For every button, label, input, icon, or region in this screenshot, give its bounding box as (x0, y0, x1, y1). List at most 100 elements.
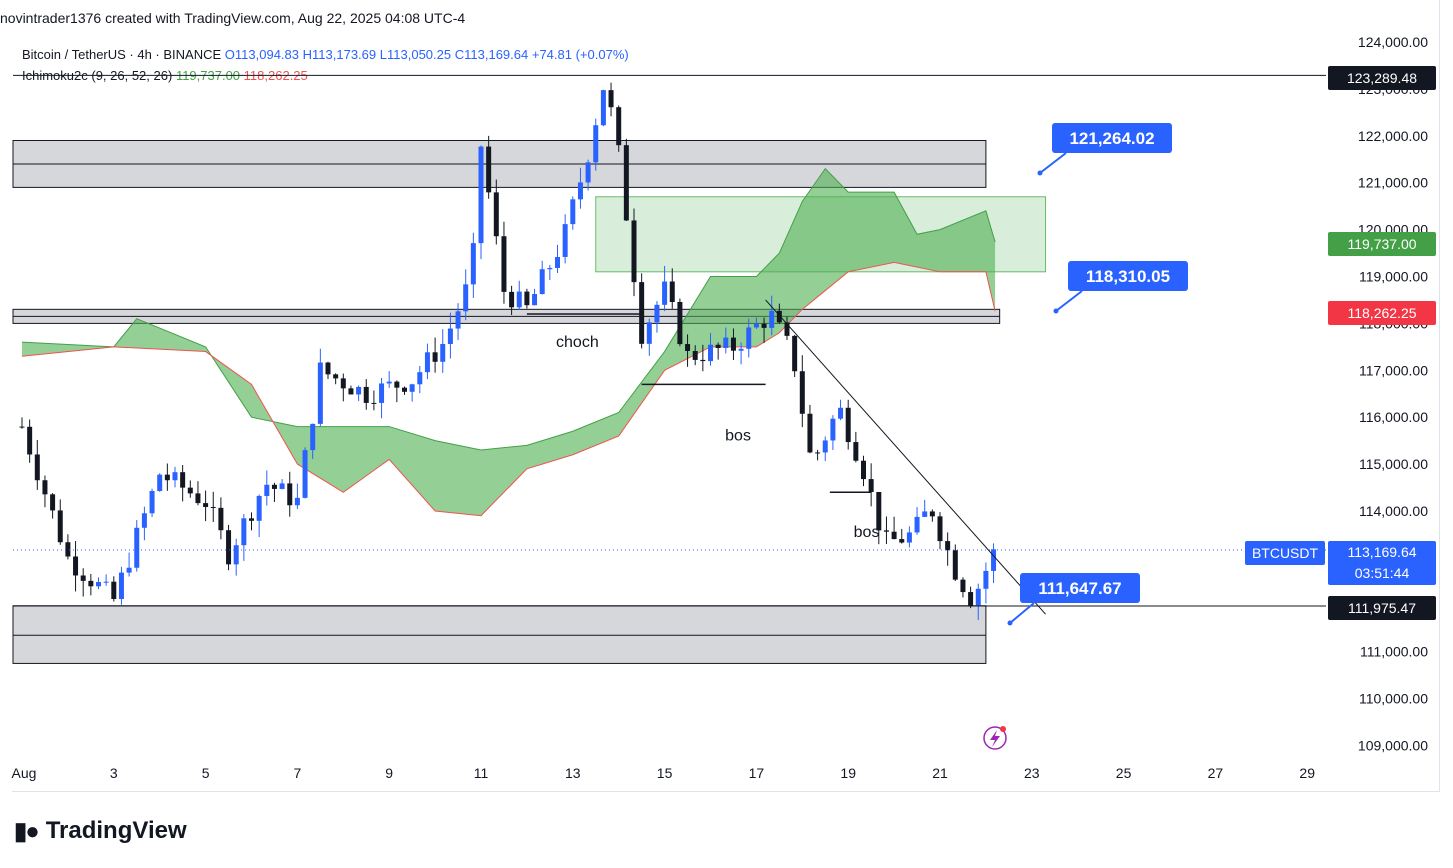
candle-body (784, 322, 790, 336)
y-tick-label: 121,000.00 (1358, 175, 1428, 191)
candle-body (945, 541, 951, 551)
candle-body (493, 192, 499, 237)
candle-body (623, 145, 629, 221)
y-tick-label: 122,000.00 (1358, 128, 1428, 144)
brand-logo[interactable]: ▮● TradingView (14, 815, 187, 847)
candle-body (455, 311, 461, 329)
y-tick-label: 124,000.00 (1358, 34, 1428, 50)
candle-body (570, 199, 576, 225)
candle-body (417, 372, 423, 385)
candle-body (27, 426, 33, 455)
x-tick-label: 13 (565, 765, 581, 781)
candle-body (677, 301, 683, 345)
brand-name: TradingView (45, 817, 187, 844)
x-tick-label: 29 (1299, 765, 1315, 781)
x-tick-label: 11 (474, 765, 489, 781)
candle-body (470, 243, 476, 285)
candle-body (761, 323, 767, 328)
candle-body (210, 507, 216, 509)
candle-body (218, 507, 224, 531)
candle-body (42, 480, 48, 495)
last-price-label: 113,169.64 03:51:44 (1328, 541, 1436, 585)
candle-body (723, 337, 729, 348)
candle-body (118, 572, 124, 600)
candle-body (685, 344, 691, 351)
candle-body (394, 381, 400, 388)
tradingview-logo-icon: ▮● (14, 817, 40, 845)
x-tick-label: 21 (932, 765, 948, 781)
chart-area[interactable] (12, 0, 1440, 792)
candle-body (899, 539, 905, 543)
candle-body (73, 556, 79, 576)
candle-body (348, 388, 354, 395)
candle-body (149, 491, 155, 514)
candle-body (65, 542, 71, 557)
candle-body (180, 472, 186, 488)
candle-body (103, 581, 109, 583)
candle-body (509, 291, 515, 308)
open-value: O113,094.83 (224, 47, 300, 62)
y-tick-label: 110,000.00 (1359, 691, 1428, 707)
callout-text: 118,310.05 (1086, 267, 1170, 286)
y-tick-label: 119,000.00 (1359, 269, 1428, 285)
candle-body (409, 384, 415, 392)
candle-body (585, 162, 591, 183)
callouts-layer: 121,264.02 118,310.05 111,647.67 (983, 123, 1188, 750)
x-tick-label: 7 (294, 765, 302, 781)
x-tick-label: 15 (657, 765, 673, 781)
callout-box (1068, 261, 1188, 291)
lightning-icon (983, 726, 1007, 750)
x-tick-label: 5 (202, 765, 210, 781)
candle-body (294, 497, 300, 506)
candle-body (80, 575, 86, 581)
candle-body (730, 337, 736, 351)
candle-body (769, 310, 775, 328)
close-value: C113,169.64 (454, 47, 529, 62)
candle-body (593, 125, 599, 163)
candle-body (157, 474, 163, 492)
candle-body (968, 592, 974, 607)
change-value: +74.81 (+0.07%) (531, 47, 629, 62)
candle-body (524, 291, 530, 306)
callout-anchor (1007, 620, 1013, 626)
candle-body (363, 386, 369, 403)
ichimoku-cloud (22, 168, 996, 516)
low-value: L113,050.25 (379, 47, 452, 62)
cloud-span-b-line (21, 261, 996, 517)
candle-body (34, 454, 40, 481)
callout-pointer (1009, 602, 1035, 624)
demand-zone (12, 605, 987, 664)
last-price-value: 113,169.64 (1347, 544, 1417, 560)
candle-body (111, 581, 117, 600)
choch-label: choch (556, 334, 599, 351)
candle-body (937, 516, 943, 542)
x-tick-label: 25 (1116, 765, 1132, 781)
y-tick-label: 109,000.00 (1358, 738, 1428, 754)
candle-body (547, 267, 553, 270)
candles-layer (19, 82, 997, 620)
candle-body (799, 371, 805, 414)
callout-box (1052, 123, 1172, 153)
legend-row-symbol: Bitcoin / TetherUS · 4h · BINANCE O113,0… (22, 44, 629, 65)
candle-body (233, 545, 239, 565)
candle-body (555, 256, 560, 268)
candle-body (264, 484, 270, 496)
candle-body (478, 146, 484, 244)
x-tick-label: 19 (840, 765, 856, 781)
candle-body (807, 413, 813, 453)
cloud-b-price-label: 118,262.25 (1328, 301, 1436, 325)
candle-body (914, 516, 920, 533)
candle-body (501, 236, 507, 292)
symbol-label[interactable]: Bitcoin / TetherUS · 4h · BINANCE (22, 47, 222, 62)
x-tick-label: 23 (1024, 765, 1040, 781)
trendline (765, 299, 1046, 615)
attribution-text: novintrader1376 created with TradingView… (0, 10, 466, 26)
candle-body (639, 282, 645, 344)
candle-body (447, 328, 453, 344)
cloud-span-a-line (21, 167, 996, 451)
cloud-a-price-label: 119,737.00 (1328, 232, 1436, 256)
candle-body (822, 440, 828, 453)
candle-body (371, 402, 377, 404)
candle-body (463, 284, 469, 312)
